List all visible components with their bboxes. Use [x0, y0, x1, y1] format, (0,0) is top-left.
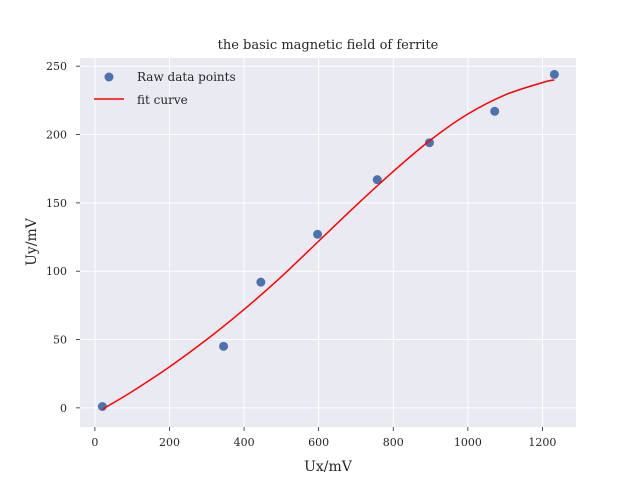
x-tick-label: 1000	[454, 436, 482, 449]
chart-title: the basic magnetic field of ferrite	[218, 38, 439, 53]
legend-marker-raw-data	[104, 72, 114, 82]
data-point	[256, 277, 266, 287]
data-point	[549, 69, 559, 79]
data-marks	[97, 69, 559, 411]
data-point	[313, 229, 323, 239]
x-tick-labels: 0 200 400 600 800 1000 1200	[91, 427, 556, 449]
y-tick-label: 0	[60, 402, 67, 415]
data-point	[424, 138, 434, 148]
y-tick-label: 100	[46, 265, 67, 278]
data-point	[372, 175, 382, 185]
x-tick-label: 800	[383, 436, 404, 449]
y-tick-label: 150	[46, 197, 67, 210]
data-point	[219, 341, 229, 351]
x-tick-label: 0	[91, 436, 98, 449]
y-tick-label: 50	[53, 334, 67, 347]
x-axis-label: Ux/mV	[304, 459, 353, 475]
x-tick-label: 200	[159, 436, 180, 449]
legend-label-fit-curve: fit curve	[137, 93, 188, 107]
plot-area	[80, 58, 576, 427]
legend: Raw data points fit curve	[94, 70, 236, 107]
grid	[80, 58, 576, 427]
data-point	[97, 402, 107, 411]
y-tick-labels: 0 50 100 150 200 250	[46, 60, 80, 415]
fit-curve-line	[101, 79, 555, 410]
y-tick-label: 250	[46, 60, 67, 73]
y-tick-label: 200	[46, 129, 67, 142]
data-point	[490, 106, 500, 116]
y-axis-label: Uy/mV	[24, 217, 40, 266]
x-tick-label: 600	[308, 436, 329, 449]
x-tick-label: 1200	[528, 436, 556, 449]
x-tick-label: 400	[234, 436, 255, 449]
legend-label-raw-data: Raw data points	[137, 70, 236, 84]
